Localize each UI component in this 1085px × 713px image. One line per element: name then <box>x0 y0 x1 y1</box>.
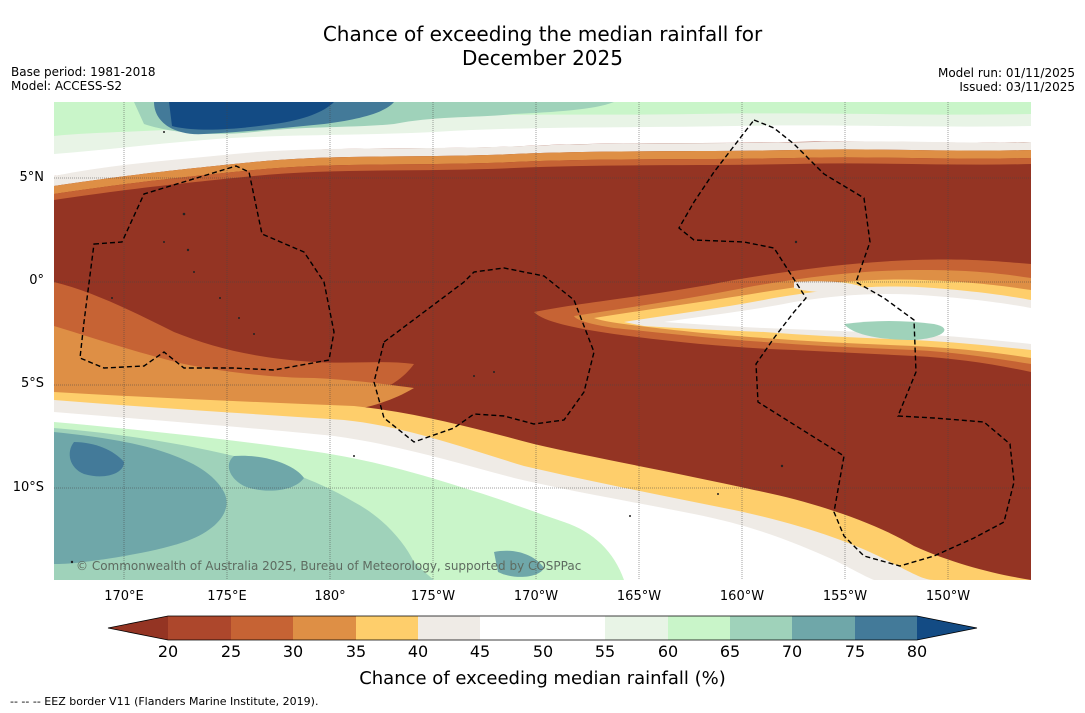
cbar-tick-65: 65 <box>719 642 741 661</box>
colorbar-above-arrow <box>917 616 977 640</box>
lon-grid <box>123 102 949 580</box>
lon-label-150w: 150°W <box>925 589 971 604</box>
colorbar-below-arrow <box>108 616 168 640</box>
cbar-tick-55: 55 <box>594 642 616 661</box>
base-period: Base period: 1981-2018 <box>11 65 156 79</box>
colorbar-label: Chance of exceeding median rainfall (%) <box>359 668 726 689</box>
lon-label-170e: 170°E <box>104 589 144 604</box>
colorbar-bin-65 <box>730 616 792 640</box>
colorbar-bin-20 <box>168 616 231 640</box>
lon-label-160w: 160°W <box>719 589 765 604</box>
colorbar-bin-50 <box>543 616 605 640</box>
cbar-tick-30: 30 <box>282 642 304 661</box>
cbar-tick-20: 20 <box>157 642 179 661</box>
map-title: Chance of exceeding the median rainfall … <box>0 22 1085 70</box>
lat-label-5n: 5°N <box>19 170 45 185</box>
lon-label-175e: 175°E <box>207 589 247 604</box>
colorbar-bin-55 <box>605 616 668 640</box>
lon-label-165w: 165°W <box>616 589 662 604</box>
north-orange <box>54 149 1031 194</box>
cbar-tick-50: 50 <box>532 642 554 661</box>
eez-borders <box>79 119 1015 567</box>
rainfall-map[interactable]: © Commonwealth of Australia 2025, Bureau… <box>54 102 1031 580</box>
north-cream <box>54 141 1031 186</box>
colorbar <box>107 615 978 641</box>
north-dark-blue <box>169 102 334 130</box>
map-canvas: © Commonwealth of Australia 2025, Bureau… <box>54 102 1031 580</box>
lat-label-5s: 5°S <box>20 376 44 391</box>
colorbar-bin-70 <box>792 616 855 640</box>
lat-label-0: 0° <box>29 273 44 288</box>
north-rust <box>54 157 1031 200</box>
colorbar-bin-60 <box>668 616 730 640</box>
model-name: Model: ACCESS-S2 <box>11 79 123 93</box>
eez-legend: -- -- -- EEZ border V11 (Flanders Marine… <box>10 695 319 708</box>
cbar-tick-70: 70 <box>781 642 803 661</box>
cbar-tick-80: 80 <box>906 642 928 661</box>
colorbar-bin-45 <box>480 616 543 640</box>
title-line-2: December 2025 <box>462 46 623 70</box>
colorbar-bin-25 <box>231 616 293 640</box>
colorbar-bin-40 <box>418 616 480 640</box>
islands <box>70 131 798 564</box>
lon-label-175w: 175°W <box>410 589 456 604</box>
copyright-watermark: © Commonwealth of Australia 2025, Bureau… <box>76 559 581 573</box>
eq-cream-patch <box>794 281 864 293</box>
issued-date: Issued: 03/11/2025 <box>959 80 1075 94</box>
cbar-tick-25: 25 <box>220 642 242 661</box>
lat-label-10s: 10°S <box>12 480 44 495</box>
lat-grid <box>54 177 1031 489</box>
cbar-tick-35: 35 <box>345 642 367 661</box>
meta-left: Base period: 1981-2018 Model: ACCESS-S2 <box>11 65 156 93</box>
south-blue-green-2 <box>228 455 304 491</box>
lon-label-180: 180° <box>314 589 346 604</box>
west-orange <box>54 326 414 415</box>
south-blue-green-3 <box>494 550 544 577</box>
lon-label-170w: 170°W <box>513 589 559 604</box>
eq-teal-patch <box>844 321 945 340</box>
south-blue-patch <box>69 442 124 477</box>
colorbar-bin-75 <box>855 616 917 640</box>
cbar-tick-40: 40 <box>407 642 429 661</box>
meta-right: Model run: 01/11/2025 Issued: 03/11/2025 <box>938 66 1075 94</box>
lon-label-155w: 155°W <box>822 589 868 604</box>
title-line-1: Chance of exceeding the median rainfall … <box>322 22 763 46</box>
colorbar-bin-30 <box>293 616 356 640</box>
model-run: Model run: 01/11/2025 <box>937 66 1075 80</box>
colorbar-bin-35 <box>356 616 418 640</box>
cbar-tick-60: 60 <box>657 642 679 661</box>
cbar-tick-45: 45 <box>469 642 491 661</box>
cbar-tick-75: 75 <box>844 642 866 661</box>
